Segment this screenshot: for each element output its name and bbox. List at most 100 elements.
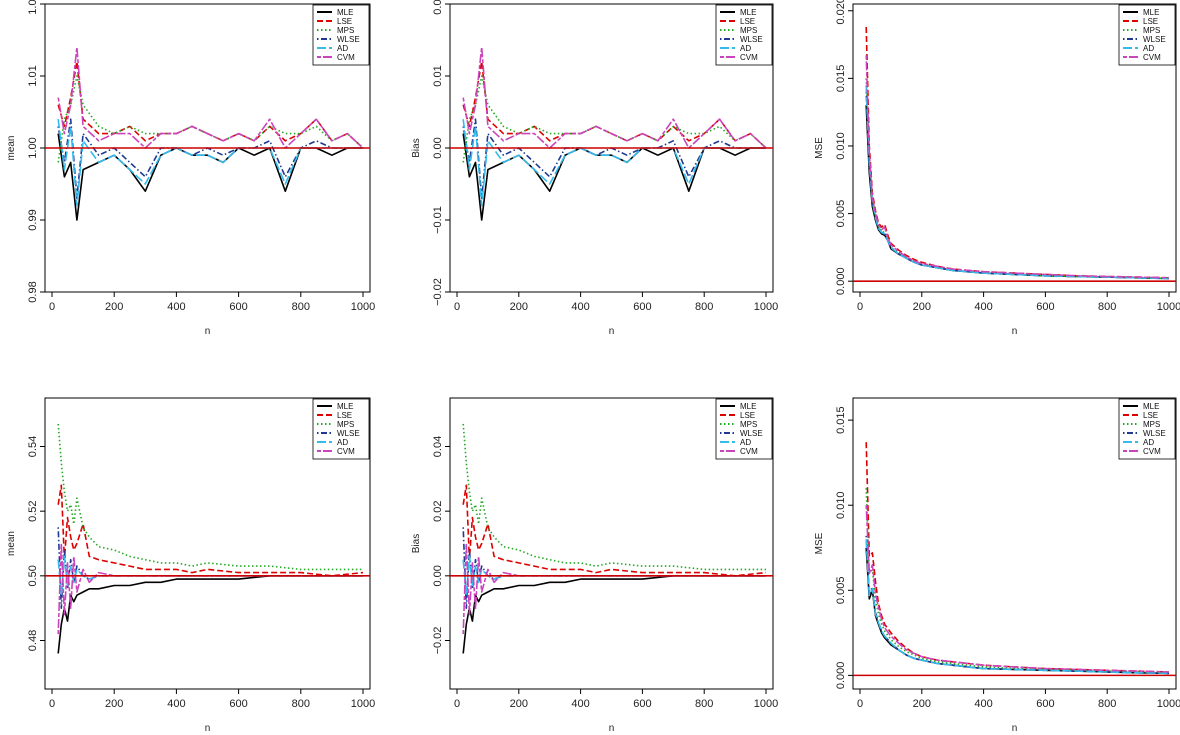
series-line-mps [865,488,1170,674]
y-axis-title: MSE [814,137,825,159]
series-line-cvm [865,505,1170,673]
legend-label: AD [1143,44,1154,53]
legend-label: LSE [1143,411,1158,420]
series-line-wlse [865,535,1170,675]
y-tick-label: 0.54 [27,436,39,457]
plot-panel-mse-top: 0 200 400 600 800 1000 0.000 0.005 0.010 0.015 0.0… [814,0,1180,337]
x-tick-label: 0 [454,301,460,313]
series-line-lse [865,442,1170,673]
x-tick-label: 800 [1098,698,1116,710]
plot-panel-bias-top: 0 200 400 600 800 1000 −0.02 −0.01 0.00 0.01 0.02 n… [411,0,778,337]
legend-label: WLSE [740,429,763,438]
plot-area [865,26,1170,280]
x-axis-title: n [1012,326,1018,337]
y-tick-label: 0.020 [835,0,847,25]
legend-label: LSE [1143,17,1158,26]
x-tick-label: 1000 [754,301,778,313]
y-tick-label: 0.015 [835,65,847,93]
legend-label: MPS [1143,420,1160,429]
y-tick-label: 0.00 [432,565,444,586]
x-tick-label: 400 [974,301,992,313]
y-tick-label: 1.02 [27,0,39,15]
legend-label: MLE [337,8,353,17]
series-line-mle [462,574,766,654]
y-tick-label: 0.010 [835,491,847,519]
legend-box [715,398,773,460]
plot-panel-mse-bottom: 0 200 400 600 800 1000 0.000 0.005 0.010 0.015 n MS… [814,397,1180,734]
legend-label: MPS [337,420,354,429]
y-tick-label: 0.48 [27,630,39,651]
series-line-ad [462,119,766,207]
y-tick-label: 0.02 [432,0,444,15]
x-tick-label: 1000 [351,301,375,313]
legend-label: AD [1143,438,1154,447]
plot-panel-bias-bottom: 0 200 400 600 800 1000 −0.02 0.00 0.02 0.04 n Bias M… [411,397,778,734]
x-tick-label: 200 [105,301,123,313]
y-tick-label: 0.005 [835,577,847,605]
legend-label: CVM [740,53,758,62]
x-tick-label: 800 [292,301,310,313]
legend-box [1118,4,1176,66]
x-tick-label: 600 [1036,698,1054,710]
series-line-ad [865,85,1170,280]
legend-label: CVM [337,447,355,456]
x-axis-title: n [609,723,615,734]
legend-label: LSE [740,411,755,420]
y-axis-title: mean [6,531,17,556]
series-line-mle [865,105,1170,280]
legend-box [1118,398,1176,460]
x-tick-label: 400 [974,698,992,710]
plot-frame [449,397,774,690]
y-tick-label: 0.52 [27,500,39,521]
y-tick-label: 0.04 [432,436,444,457]
legend-label: LSE [337,411,352,420]
y-tick-label: 0.01 [432,65,444,86]
x-tick-label: 600 [229,301,247,313]
x-axis-title: n [1012,723,1018,734]
y-tick-label: 0.99 [27,209,39,230]
x-tick-label: 1000 [351,698,375,710]
x-tick-label: 0 [454,698,460,710]
y-axis-title: mean [6,135,17,160]
x-tick-label: 600 [633,301,651,313]
legend-label: AD [740,438,751,447]
x-tick-label: 1000 [1157,301,1180,313]
legend-label: AD [337,44,348,53]
legend-label: MLE [740,8,756,17]
legend-label: MLE [337,402,353,411]
y-tick-label: 0.00 [432,137,444,158]
series-line-cvm [462,542,766,635]
series-line-cvm [462,46,767,149]
x-tick-label: 800 [695,301,713,313]
legend-label: MLE [1143,8,1159,17]
legend-label: MPS [740,26,757,35]
series-line-wlse [57,118,363,200]
legend-label: MLE [1143,402,1159,411]
series-line-mle [57,133,363,221]
series-line-cvm [865,55,1170,279]
legend-label: AD [740,44,751,53]
x-tick-label: 600 [229,698,247,710]
x-tick-label: 400 [167,698,185,710]
series-line-lse [462,484,767,577]
x-tick-label: 200 [913,301,931,313]
x-tick-label: 200 [510,301,528,313]
legend-label: MPS [1143,26,1160,35]
y-tick-label: 1.01 [27,65,39,86]
x-tick-label: 200 [510,698,528,710]
x-tick-label: 800 [1098,301,1116,313]
legend-label: WLSE [337,429,360,438]
series-line-mps [462,423,766,571]
x-tick-label: 0 [857,301,863,313]
legend-label: MPS [740,420,757,429]
y-axis-title: Bias [411,138,422,157]
y-tick-label: 0.015 [835,406,847,434]
y-tick-label: 0.000 [835,267,847,295]
y-tick-label: 0.000 [835,662,847,690]
plot-frame [852,3,1177,293]
series-line-mps [865,78,1170,280]
legend-box [715,4,773,66]
